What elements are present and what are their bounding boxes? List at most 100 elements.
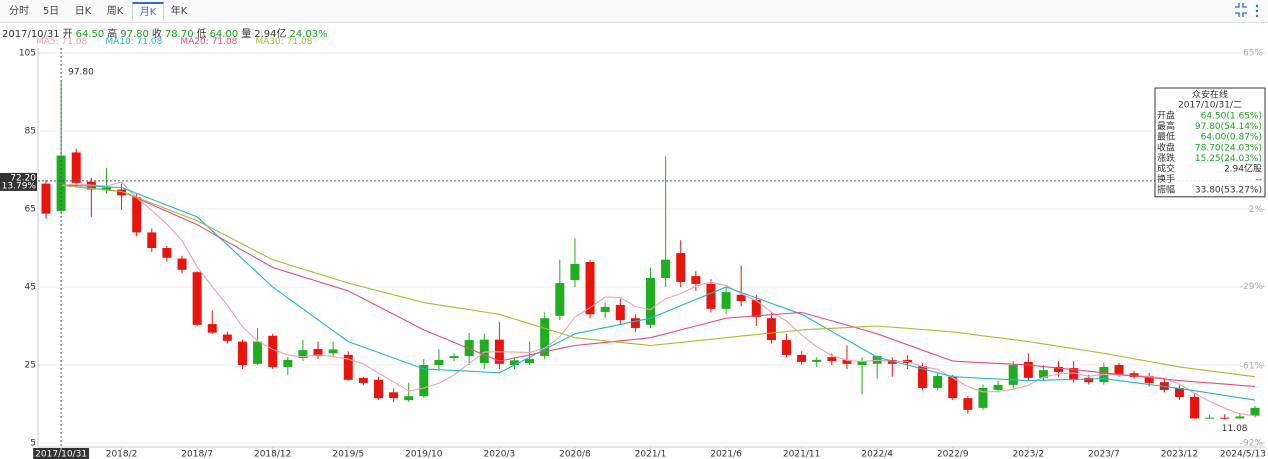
candle-body [1084,377,1094,383]
candle-body [207,324,217,333]
legend-entry: MA10: 71.08 [105,37,163,47]
crosshair-label: 72.20 [10,173,36,183]
candle-body [222,334,232,341]
tooltip-label: 换手 [1157,173,1175,185]
candle-body [585,262,595,315]
tab[interactable]: 分时 [9,6,29,17]
x-tick-label: 2021/1 [635,450,667,459]
info-date: 2017/10/31 [2,29,60,40]
candle-body [1114,365,1124,374]
candle-body [857,361,867,365]
tab[interactable]: 5日 [42,6,60,17]
candle-body [766,318,776,341]
ma-line [61,184,1256,387]
tab[interactable]: 年K [170,6,188,17]
candle-body [283,359,293,367]
x-tick-label: 2017/10/31 [35,450,87,459]
tab[interactable]: 月K [132,2,164,21]
candle-body [237,341,247,365]
candle-body [661,259,671,279]
ma-line [61,181,1256,417]
crosshair-pct: 13.79% [2,181,37,191]
candle-body [1205,417,1215,419]
tooltip-label: 成交 [1157,163,1175,175]
candle-body [177,258,187,270]
x-tick-label: 2020/3 [484,450,516,459]
x-tick-label: 2023/12 [1161,450,1198,459]
ma-line [61,184,1256,401]
candle-body [509,360,519,365]
candle-body [525,359,535,364]
candle-body [298,350,308,358]
legend-entry: MA20: 71.08 [180,37,238,47]
candle-body [1144,375,1154,383]
candle-body [1129,373,1139,378]
x-tick-label: 2021/6 [710,450,742,459]
candle-body [253,341,263,364]
candle-body [782,340,792,355]
info-label: 开 [62,29,73,40]
candle-body [1235,416,1245,419]
info-value: 64.50 [75,29,105,40]
tooltip-value: 64.50(1.65%) [1201,112,1262,122]
x-tick-label: 2019/10 [405,450,443,459]
candle-body [721,292,731,309]
candle-body [101,187,111,191]
candle-body [1038,370,1048,378]
tooltip-title: 众安在线 [1192,89,1228,101]
x-label-highlight [33,448,90,459]
x-tick-label: 2020/8 [559,450,591,459]
y2-tick-label: -61% [1240,361,1264,371]
tooltip-value: -- [1256,175,1263,185]
y2-tick-label: 2% [1249,205,1264,215]
candle-body [615,304,625,321]
tab[interactable]: 日K [74,6,92,17]
candle-body [41,183,51,214]
x-tick-label: 2022/4 [861,450,893,459]
candle-body [736,294,746,302]
x-tick-label: 2022/9 [937,450,969,459]
y-tick-label: 25 [25,361,36,371]
candle-body [479,339,489,364]
y-tick-label: 65 [25,205,36,215]
y2-tick-label: 65% [1243,49,1263,59]
x-tick-label: 2023/7 [1088,450,1120,459]
tooltip-date: 2017/10/31/二 [1178,101,1242,111]
candle-body [1008,365,1018,385]
legend-entry: MA5: 71.08 [36,37,88,47]
candle-body [751,299,761,318]
toolbar-icons [1235,3,1259,18]
candle-body [313,349,323,357]
y2-tick-label: -29% [1240,282,1264,292]
candle-body [933,375,943,389]
candle-body [963,398,973,410]
candle-body [842,359,852,364]
annotation: 97.80 [68,68,94,78]
x-tick-label: 2021/11 [783,450,820,459]
candle-body [1220,417,1230,419]
candle-body [570,263,580,280]
candle-body [887,359,897,364]
legend-entry: MA30: 71.08 [255,37,313,47]
candle-body [1023,361,1033,378]
candle-body [373,379,383,399]
tooltip-value: 64.00(0.87%) [1201,133,1262,143]
candle-body [600,306,610,312]
y-tick-label: 85 [25,127,36,137]
candle-body [797,354,807,362]
candle-body [1250,407,1260,416]
candle-body [646,278,655,325]
candle-body [540,318,550,357]
candle-body [404,396,414,401]
tab[interactable]: 周K [106,6,124,17]
tooltip-label: 最低 [1157,131,1175,143]
tooltip-label: 振幅 [1157,184,1175,196]
tooltip-box [1154,87,1266,198]
info-label: 高 [107,29,118,40]
x-tick-label: 2018/7 [181,450,213,459]
candle-body [1069,368,1079,380]
x-tick-label: 2024/5/13 [1220,450,1266,459]
annotation: 11.08 [1222,424,1248,434]
candle-body [993,384,1003,390]
